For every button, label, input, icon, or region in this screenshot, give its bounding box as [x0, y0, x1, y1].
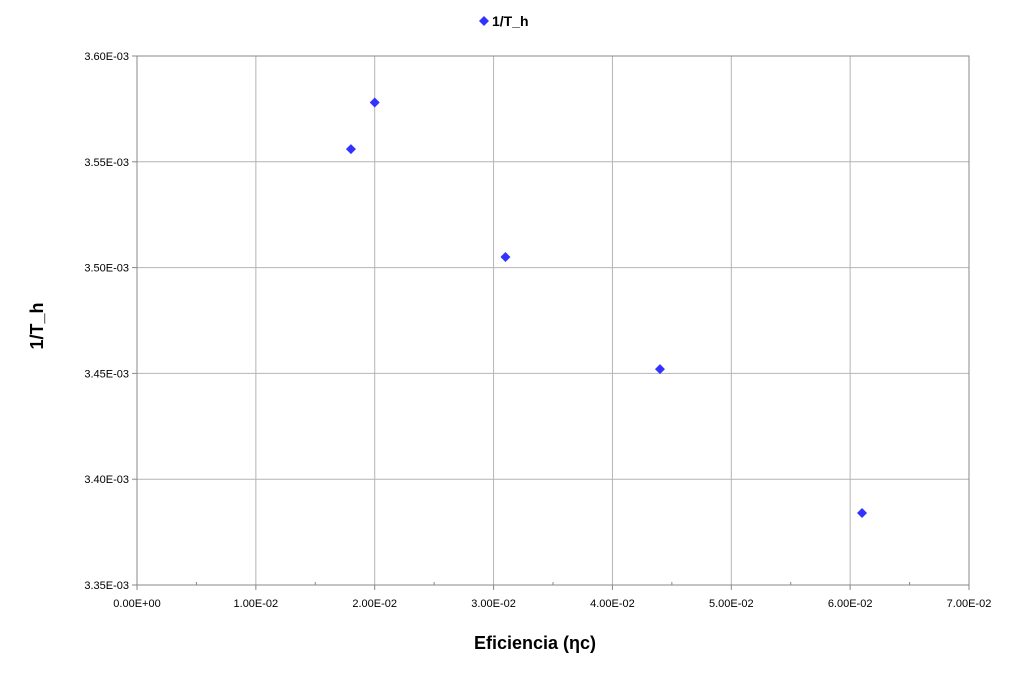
plot-area-frame	[136, 55, 970, 586]
legend-label: 1/T_h	[492, 13, 529, 29]
y-tick-label: 3.55E-03	[84, 157, 129, 169]
data-point	[500, 252, 511, 263]
data-point	[654, 364, 665, 375]
x-tick-label: 4.00E-02	[590, 598, 635, 610]
x-tick-label: 3.00E-02	[471, 598, 516, 610]
axes: 0.00E+00 1.00E-02 2.00E-02 3.00E-02 4.00E-02…	[84, 51, 991, 610]
x-tick-label: 1.00E-02	[234, 598, 279, 610]
data-point	[857, 508, 868, 519]
legend-marker-diamond	[479, 16, 489, 26]
y-tick-label: 3.60E-03	[84, 51, 129, 63]
y-tick-label: 3.45E-03	[84, 368, 129, 380]
legend: 1/T_h	[479, 13, 529, 29]
x-tick-label: 2.00E-02	[352, 598, 397, 610]
y-tick-label: 3.40E-03	[84, 474, 129, 486]
y-axis-title: 1/T_h	[27, 302, 47, 349]
y-tick-label: 3.50E-03	[84, 263, 129, 275]
data-points	[345, 97, 868, 519]
y-tick-label: 3.35E-03	[84, 580, 129, 592]
data-point	[345, 144, 356, 155]
x-tick-label: 7.00E-02	[947, 598, 992, 610]
x-tick-label: 0.00E+00	[113, 598, 160, 610]
x-axis-title: Eficiencia (ηc)	[474, 633, 596, 653]
x-tick-label: 6.00E-02	[828, 598, 873, 610]
data-point	[369, 97, 380, 108]
x-tick-label: 5.00E-02	[709, 598, 754, 610]
grid-lines	[136, 55, 970, 586]
